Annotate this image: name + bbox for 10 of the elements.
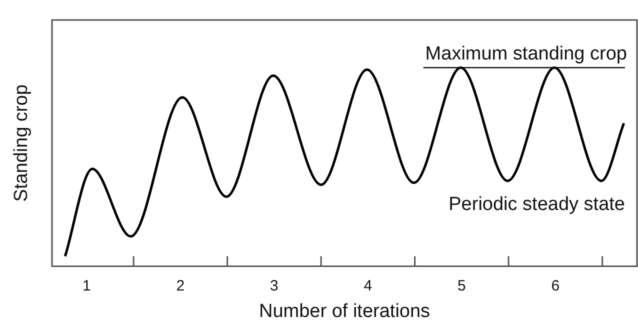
x-tick-label: 5 <box>458 277 466 294</box>
x-axis-title: Number of iterations <box>258 300 430 322</box>
ref-line-label: Maximum standing crop <box>425 43 627 64</box>
x-tick-label: 2 <box>176 277 185 294</box>
annotation: Periodic steady state <box>448 194 625 216</box>
x-tick-label: 3 <box>270 277 278 294</box>
x-tick-label: 1 <box>82 277 91 294</box>
y-axis-title: Standing crop <box>11 84 32 202</box>
x-tick-label: 4 <box>364 277 372 294</box>
x-tick-label: 6 <box>551 277 560 294</box>
